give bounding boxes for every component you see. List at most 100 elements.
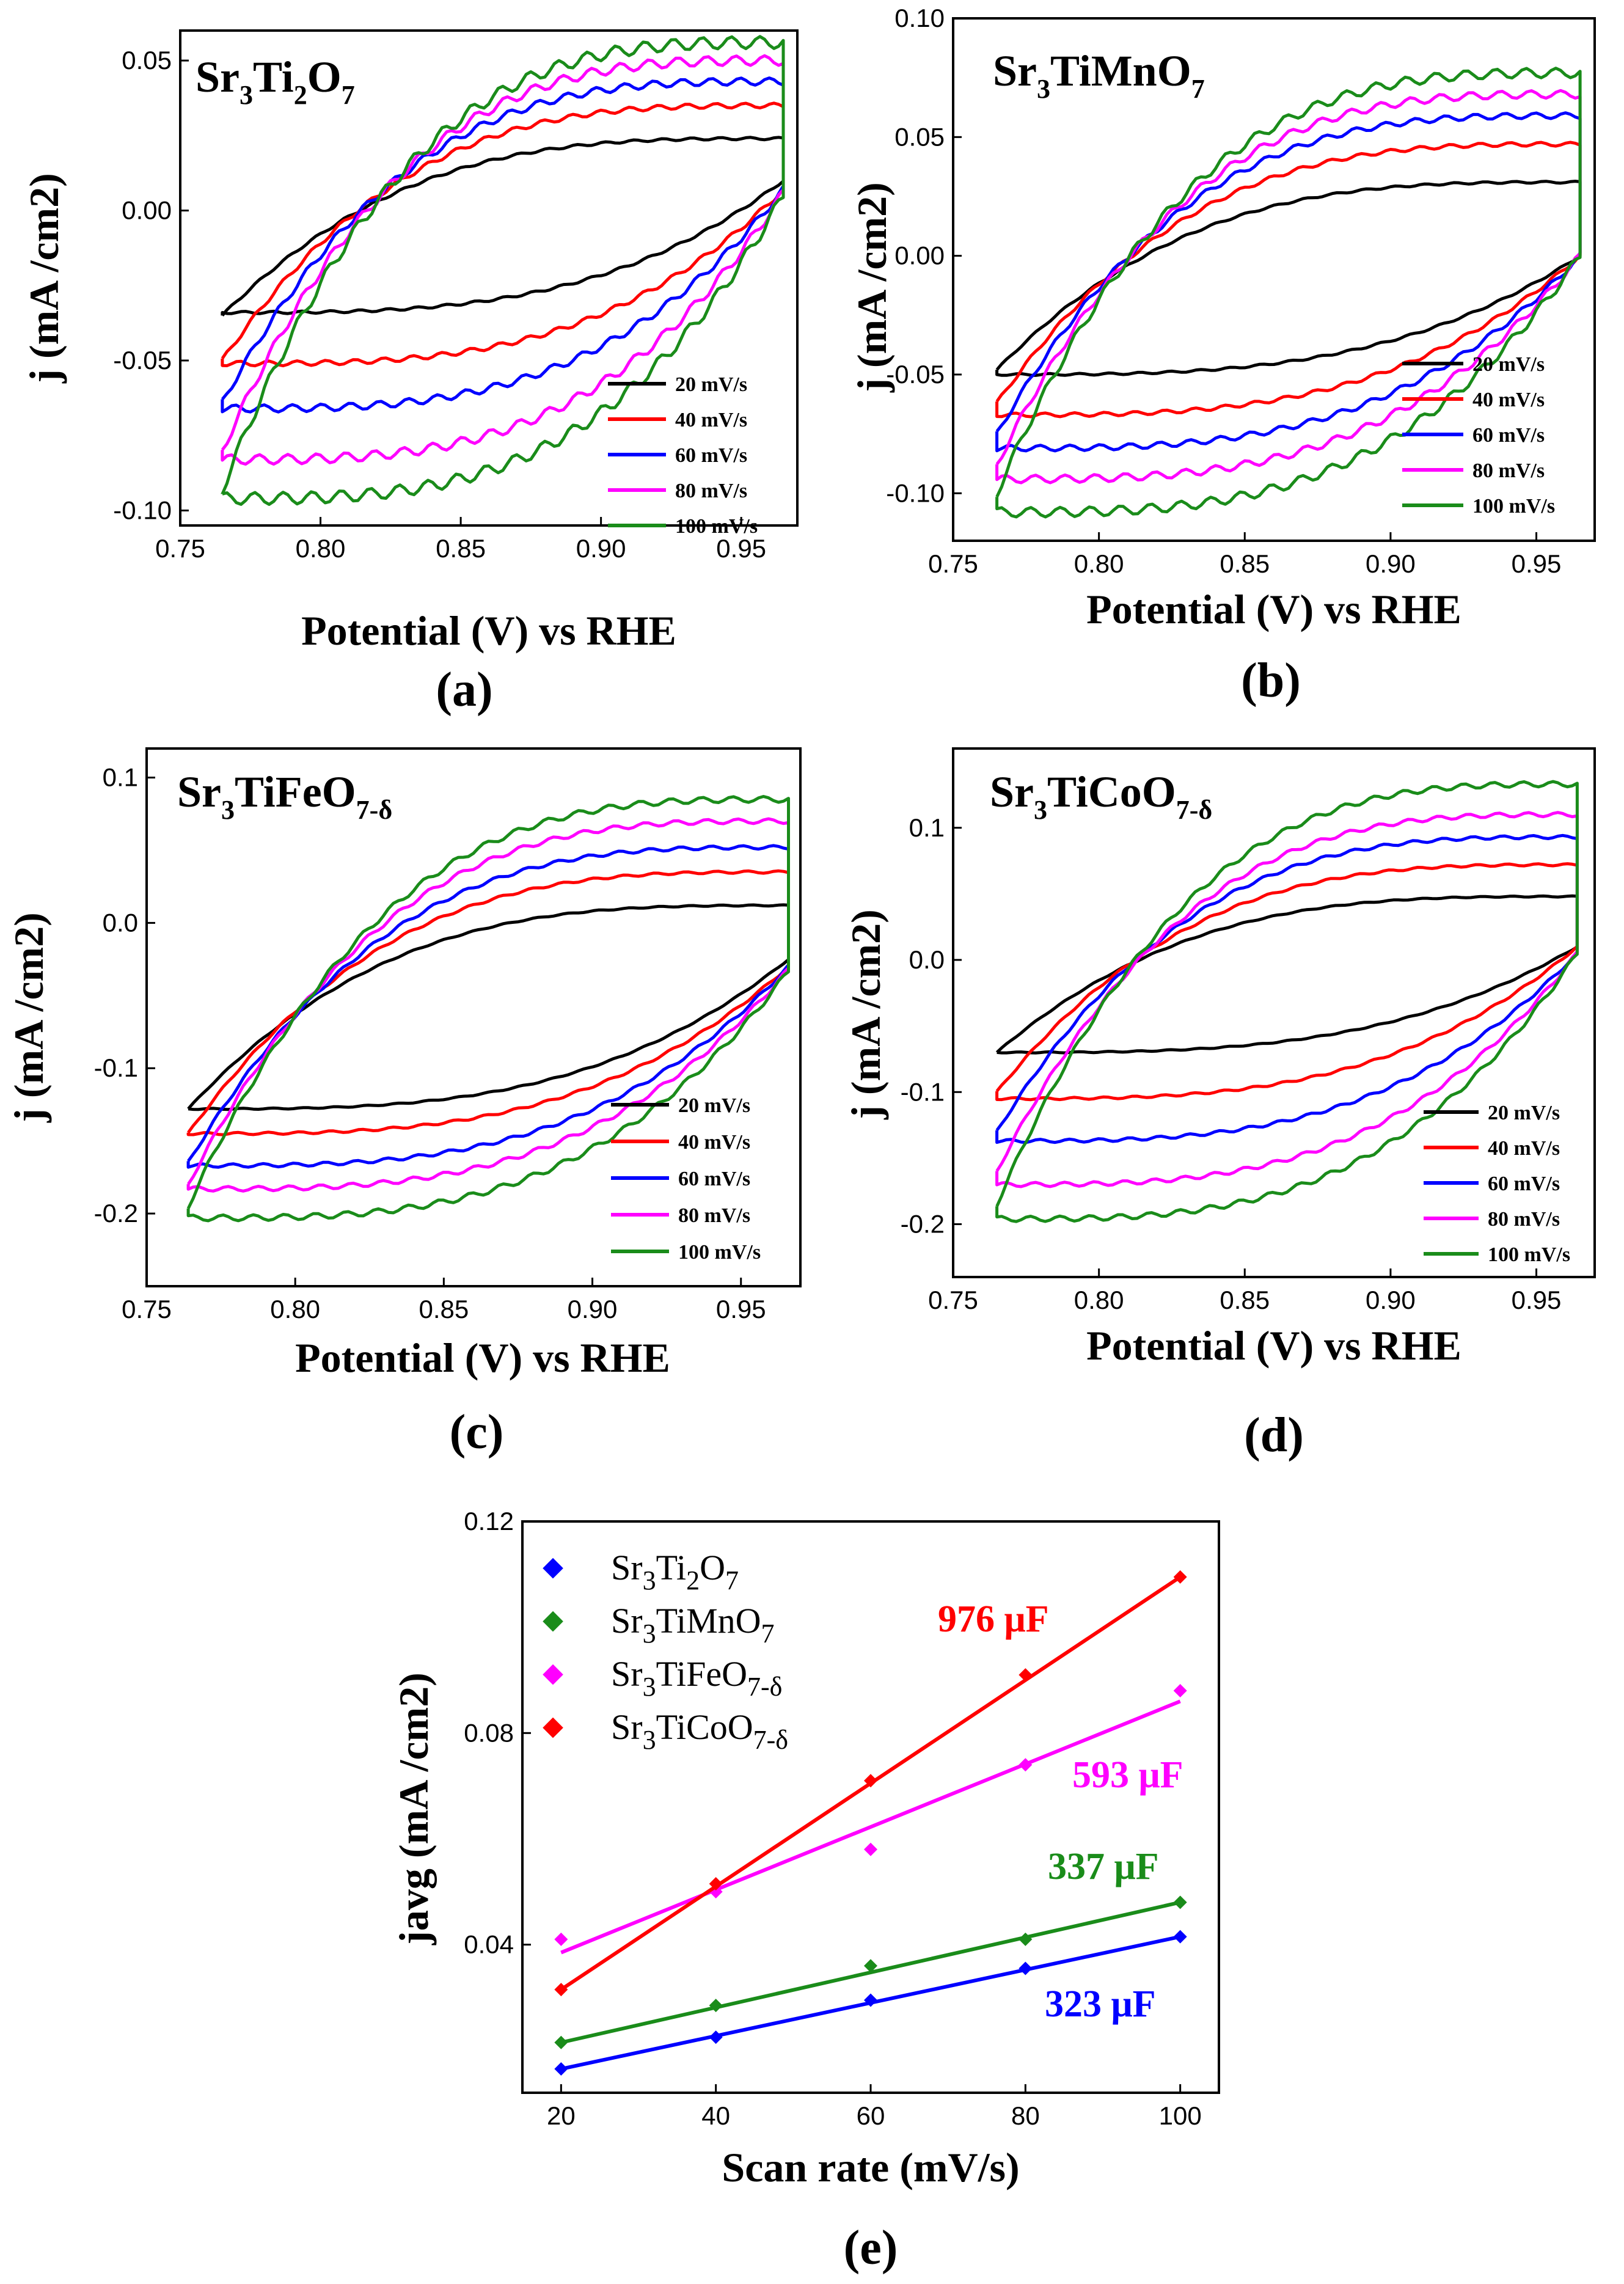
x-tick-label: 0.90 bbox=[1366, 549, 1416, 578]
legend-c-label-1: 40 mV/s bbox=[678, 1131, 750, 1154]
panel-c: 0.75 0.80 0.85 0.90 0.95 -0.2 -0.1 0.0 0.1 Sr3Ti… bbox=[5, 747, 802, 1459]
x-tick-label: 0.80 bbox=[296, 534, 346, 563]
y-tick-label: -0.05 bbox=[886, 360, 945, 389]
legend-e-label-2: Sr3TiFeO7-δ bbox=[611, 1654, 782, 1702]
y-tick-label: -0.10 bbox=[886, 478, 945, 507]
y-tick-label: 0.10 bbox=[894, 4, 945, 32]
data-point bbox=[709, 1877, 723, 1891]
data-point bbox=[1173, 1684, 1187, 1698]
data-point bbox=[554, 2035, 568, 2049]
y-tick-label: -0.2 bbox=[901, 1210, 945, 1239]
x-tick-label: 0.75 bbox=[155, 534, 205, 563]
panel-title-d: Sr3TiCoO7-δ bbox=[990, 767, 1212, 825]
cv-curve-100mv bbox=[995, 67, 1582, 519]
y-tick-label: 0.00 bbox=[122, 196, 172, 225]
axes-frame-d bbox=[952, 747, 1596, 1278]
cv-curve-100mv bbox=[995, 780, 1579, 1223]
legend-e-marker-2: ◆ bbox=[543, 1658, 563, 1688]
y-tick-label: -0.2 bbox=[94, 1199, 138, 1228]
data-point bbox=[1173, 1570, 1187, 1584]
x-tick-label: 0.75 bbox=[928, 549, 978, 578]
panel-label-d: (d) bbox=[1244, 1408, 1304, 1462]
x-tick-label: 0.85 bbox=[1220, 549, 1270, 578]
ticks-c: 0.75 0.80 0.85 0.90 0.95 -0.2 -0.1 0.0 0.1 bbox=[94, 763, 766, 1323]
legend-b-label-1: 40 mV/s bbox=[1472, 389, 1545, 411]
y-tick-label: 0.08 bbox=[464, 1718, 514, 1747]
axes-frame-b bbox=[952, 17, 1596, 542]
y-tick-label: 0.0 bbox=[103, 908, 138, 937]
legend-a-label-3: 80 mV/s bbox=[675, 480, 747, 502]
data-point bbox=[864, 1842, 877, 1856]
y-tick-label: 0.05 bbox=[122, 46, 172, 75]
legend-b-label-3: 80 mV/s bbox=[1472, 459, 1545, 482]
x-axis-label-c: Potential (V) vs RHE bbox=[295, 1334, 670, 1381]
legend-e-marker-3: ◆ bbox=[543, 1711, 563, 1741]
x-tick-label: 0.90 bbox=[1366, 1286, 1416, 1314]
legend-d-label-2: 60 mV/s bbox=[1488, 1173, 1560, 1195]
curves-e bbox=[554, 1570, 1187, 2076]
legend-c-label-0: 20 mV/s bbox=[678, 1094, 750, 1117]
legend-e-label-3: Sr3TiCoO7-δ bbox=[611, 1707, 788, 1755]
y-axis-label-e: javg (mA /cm2) bbox=[390, 1672, 437, 1945]
panel-label-c: (c) bbox=[450, 1405, 504, 1459]
x-tick-label: 0.95 bbox=[1512, 549, 1562, 578]
data-point bbox=[709, 2030, 723, 2044]
x-axis-label-b: Potential (V) vs RHE bbox=[1086, 586, 1461, 632]
legend-c-label-2: 60 mV/s bbox=[678, 1168, 750, 1190]
legend-b: 20 mV/s 40 mV/s 60 mV/s 80 mV/s 100 mV/s bbox=[1402, 353, 1555, 518]
legend-e-label-1: Sr3TiMnO7 bbox=[611, 1601, 775, 1649]
legend-d-label-0: 20 mV/s bbox=[1488, 1102, 1560, 1124]
y-tick-label: 0.04 bbox=[464, 1930, 514, 1959]
ticks-b: 0.75 0.80 0.85 0.90 0.95 -0.10 -0.05 0.00 0.05 0.… bbox=[886, 4, 1561, 578]
legend-b-label-2: 60 mV/s bbox=[1472, 424, 1545, 447]
y-tick-label: 0.12 bbox=[464, 1507, 514, 1535]
x-tick-label: 0.80 bbox=[270, 1295, 320, 1323]
data-point bbox=[864, 1993, 877, 2007]
x-tick-label: 0.85 bbox=[419, 1295, 469, 1323]
legend-d-label-1: 40 mV/s bbox=[1488, 1137, 1560, 1160]
x-tick-label: 0.90 bbox=[568, 1295, 618, 1323]
y-tick-label: 0.1 bbox=[103, 763, 138, 792]
panel-label-e: (e) bbox=[844, 2221, 898, 2275]
legend-e: ◆ Sr3Ti2O7 ◆ Sr3TiMnO7 ◆ Sr3TiFeO7-δ ◆ S… bbox=[543, 1548, 788, 1755]
y-tick-label: -0.10 bbox=[113, 496, 172, 524]
panel-label-b: (b) bbox=[1241, 654, 1301, 708]
panel-d: 0.75 0.80 0.85 0.90 0.95 -0.2 -0.1 0.0 0.1 Sr3Ti… bbox=[843, 747, 1596, 1462]
legend-a-label-1: 40 mV/s bbox=[675, 409, 747, 431]
data-point bbox=[1019, 1932, 1033, 1946]
x-axis-label-d: Potential (V) vs RHE bbox=[1086, 1322, 1461, 1369]
curves-a bbox=[221, 35, 785, 506]
y-axis-label-c: j (mA /cm2) bbox=[5, 912, 52, 1123]
legend-d-label-4: 100 mV/s bbox=[1488, 1243, 1570, 1266]
annotation-323: 323 μF bbox=[1045, 1983, 1156, 2025]
x-tick-label: 100 bbox=[1159, 2101, 1202, 2130]
data-point bbox=[554, 1932, 568, 1946]
x-tick-label: 0.75 bbox=[122, 1295, 172, 1323]
legend-e-label-0: Sr3Ti2O7 bbox=[611, 1548, 739, 1595]
axes-frame-a bbox=[179, 29, 799, 527]
y-tick-label: -0.1 bbox=[94, 1053, 138, 1082]
axes-frame-c bbox=[145, 747, 802, 1287]
y-tick-label: -0.05 bbox=[113, 346, 172, 375]
legend-e-marker-0: ◆ bbox=[543, 1551, 563, 1581]
legend-b-label-0: 20 mV/s bbox=[1472, 353, 1545, 376]
legend-a-label-4: 100 mV/s bbox=[675, 515, 758, 538]
data-point bbox=[864, 1959, 877, 1973]
curves-b bbox=[995, 67, 1582, 519]
fit-line-2 bbox=[560, 1699, 1181, 1955]
legend-e-marker-1: ◆ bbox=[543, 1605, 563, 1634]
legend-a-label-2: 60 mV/s bbox=[675, 444, 747, 467]
data-point bbox=[1019, 1961, 1033, 1975]
x-tick-label: 40 bbox=[701, 2101, 730, 2130]
legend-c-label-3: 80 mV/s bbox=[678, 1204, 750, 1227]
y-axis-label-a: j (mA /cm2) bbox=[21, 173, 67, 384]
panel-title-b: Sr3TiMnO7 bbox=[993, 46, 1205, 104]
panel-title-a: Sr3Ti2O7 bbox=[196, 53, 355, 110]
x-tick-label: 0.80 bbox=[1074, 549, 1124, 578]
x-tick-label: 0.95 bbox=[716, 534, 766, 563]
data-point bbox=[864, 1774, 877, 1788]
x-tick-label: 0.85 bbox=[1220, 1286, 1270, 1314]
y-tick-label: -0.1 bbox=[901, 1077, 945, 1106]
legend-c-label-4: 100 mV/s bbox=[678, 1241, 761, 1264]
